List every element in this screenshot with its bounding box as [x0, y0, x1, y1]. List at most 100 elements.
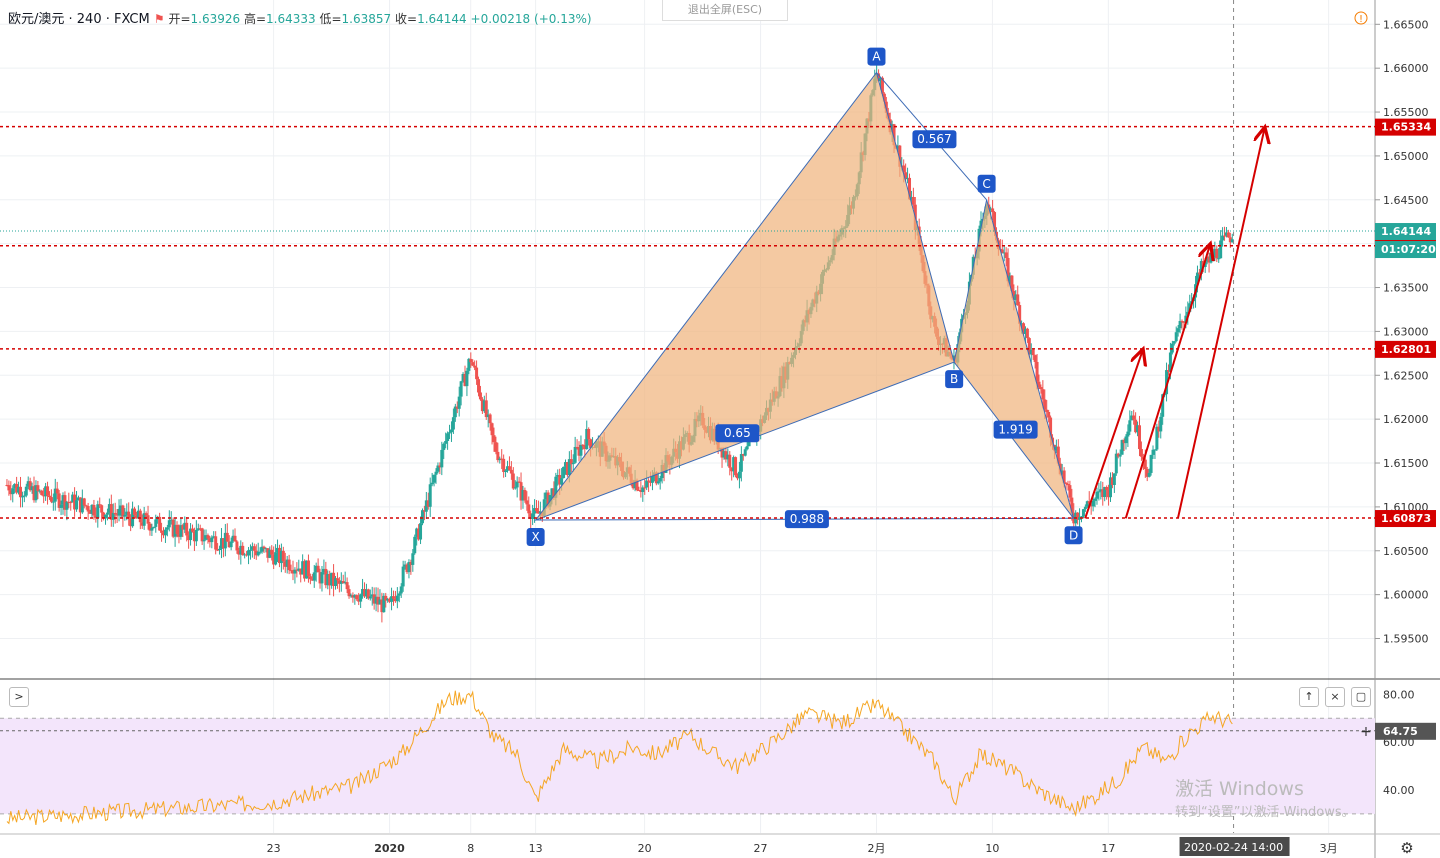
close-pane-icon[interactable]: ×	[1325, 687, 1345, 707]
candle-body	[314, 565, 318, 573]
settings-gear-icon: ⚙	[1400, 839, 1413, 857]
candle-body	[1118, 454, 1122, 457]
candle-body	[272, 554, 276, 565]
candle-body	[909, 196, 913, 200]
candle-body	[475, 367, 479, 380]
candle-body	[1174, 332, 1178, 342]
candle-body	[911, 196, 915, 205]
candle-body	[194, 529, 198, 542]
candle-body	[1223, 235, 1227, 237]
candle-body	[726, 454, 730, 460]
candle-body	[527, 504, 531, 514]
candle-body	[26, 481, 30, 487]
candle-body	[650, 475, 654, 483]
candle-body	[312, 572, 316, 581]
candle-body	[1047, 412, 1051, 418]
alert-icon-mark: !	[1359, 14, 1363, 25]
maximize-pane-icon[interactable]: ▢	[1351, 687, 1371, 707]
candle-body	[432, 474, 436, 483]
candle-body	[436, 465, 440, 472]
exit-fullscreen-button[interactable]: 退出全屏(ESC)	[662, 0, 788, 21]
candle-body	[167, 520, 171, 528]
candle-body	[569, 459, 573, 465]
candle-body	[374, 596, 378, 604]
candle-body	[1159, 416, 1163, 432]
candle-body	[1025, 328, 1029, 339]
candle-body	[1195, 272, 1199, 285]
candle-body	[496, 451, 500, 461]
candle-body	[67, 501, 71, 503]
candle-body	[565, 462, 569, 476]
candle-body	[449, 429, 453, 433]
candle-body	[308, 576, 312, 580]
candle-body	[879, 77, 883, 82]
candle-body	[589, 439, 593, 448]
candle-body	[202, 539, 206, 542]
y-tick-label: 1.59500	[1383, 633, 1429, 646]
candle-body	[102, 512, 106, 519]
candle-body	[133, 508, 137, 516]
ratio-label: 0.567	[917, 132, 951, 146]
candle-body	[656, 481, 660, 484]
candle-body	[1120, 440, 1124, 455]
candle-body	[989, 208, 993, 210]
x-tick-label: 8	[467, 842, 474, 855]
pattern-point-x-label: X	[532, 530, 540, 544]
candle-body	[200, 528, 204, 542]
cursor-time-label-bg	[1179, 837, 1290, 856]
candle-body	[739, 454, 743, 472]
candle-body	[96, 504, 100, 518]
candle-body	[405, 564, 409, 573]
y-tick-label: 1.66500	[1383, 18, 1429, 31]
candle-body	[902, 165, 906, 173]
candle-body	[453, 406, 457, 418]
candle-body	[165, 527, 169, 530]
candle-body	[351, 595, 355, 598]
candle-body	[69, 502, 73, 504]
candle-body	[334, 578, 338, 586]
candle-body	[361, 588, 365, 595]
candle-body	[1101, 489, 1105, 497]
candle-body	[904, 172, 908, 180]
candle-body	[407, 562, 411, 573]
candle-body	[44, 486, 48, 497]
candle-body	[78, 497, 82, 513]
x-tick-label: 13	[529, 842, 543, 855]
candle-body	[121, 505, 125, 517]
candle-body	[355, 595, 359, 600]
candle-body	[216, 549, 220, 551]
last-price-label: 1.64144	[1381, 225, 1431, 238]
candle-body	[88, 511, 92, 514]
collapse-toggle-button[interactable]: >	[9, 687, 29, 707]
candle-body	[517, 481, 521, 483]
candle-body	[654, 472, 658, 484]
candle-body	[579, 444, 583, 456]
candle-body	[227, 541, 231, 548]
candle-body	[357, 599, 361, 602]
candle-body	[500, 458, 504, 460]
candle-body	[384, 595, 388, 601]
candle-body	[154, 519, 158, 527]
candle-body	[30, 486, 34, 491]
candle-body	[560, 478, 564, 485]
candle-body	[1157, 426, 1161, 432]
candle-body	[1105, 487, 1109, 490]
candle-body	[1112, 473, 1116, 485]
candle-body	[189, 528, 193, 541]
candle-body	[511, 473, 515, 489]
candle-body	[233, 535, 237, 542]
candle-body	[158, 516, 162, 531]
candle-body	[349, 595, 353, 597]
move-up-icon[interactable]: ↑	[1299, 687, 1319, 707]
candle-body	[347, 589, 351, 597]
candle-body	[745, 446, 749, 450]
candle-body	[395, 595, 399, 602]
candle-body	[1109, 477, 1113, 498]
candle-body	[393, 598, 397, 602]
cursor-time-label: 2020-02-24 14:00	[1184, 841, 1283, 854]
candle-body	[335, 578, 339, 581]
candle-body	[735, 475, 739, 479]
candle-body	[1066, 483, 1070, 486]
candle-body	[376, 596, 380, 605]
